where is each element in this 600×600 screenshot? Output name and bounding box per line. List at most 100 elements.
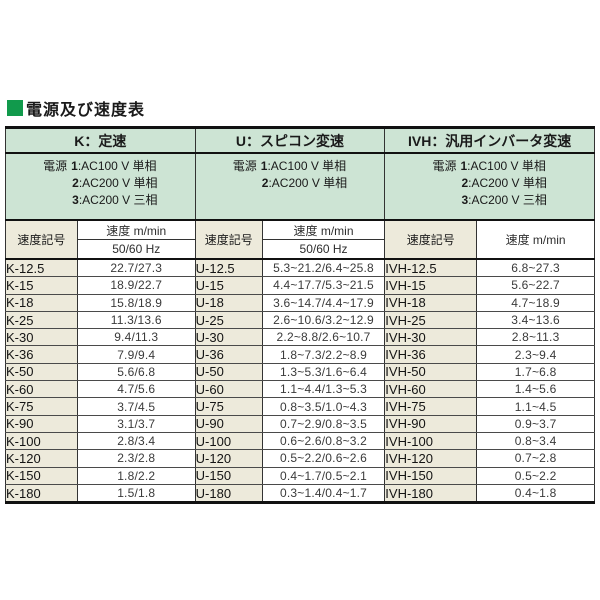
freq-header-k: 50/60 Hz [76,239,196,260]
speed-code-cell: K-25 [5,311,78,330]
speed-code-cell: IVH-50 [384,363,478,382]
speed-code-cell: U-180 [194,484,263,503]
speed-value-cell: 11.3/13.6 [76,311,196,330]
speed-code-cell: U-100 [194,432,263,451]
speed-value-cell: 2.8/3.4 [76,432,196,451]
speed-value-cell: 15.8/18.9 [76,294,196,312]
speed-value-cell: 7.9/9.4 [76,345,196,364]
table-row: K-120 2.3/2.8 U-120 0.5~2.2/0.6~2.6 IVH-120 0… [5,449,595,468]
speed-column-header-u: 速度 m/min [261,220,386,240]
section-code-ivh: IVH [407,132,432,149]
power-cell-k: 電源 1:AC100 V 単相 2:AC200 V 単相 3:AC200 V 三相 [5,153,196,221]
speed-value-cell: 6.8~27.3 [476,259,595,278]
table-row: K-150 1.8/2.2 U-150 0.4~1.7/0.5~2.1 IVH-150 0… [5,467,595,485]
speed-value-cell: 0.9~3.7 [476,415,595,433]
speed-code-cell: IVH-18 [384,294,478,312]
table-row: K-36 7.9/9.4 U-36 1.8~7.3/2.2~8.9 IVH-36 2.3~… [5,345,595,364]
speed-code-cell: IVH-180 [384,484,478,503]
table-row: K-100 2.8/3.4 U-100 0.6~2.6/0.8~3.2 IVH-100 0… [5,432,595,451]
speed-code-cell: K-180 [5,484,78,503]
table-row: K-18 15.8/18.9 U-18 3.6~14.7/4.4~17.9 IVH-18… [5,294,595,312]
page-title-text: 電源及び速度表 [26,102,146,119]
speed-value-cell: 1.3~5.3/1.6~6.4 [261,363,386,382]
power-options-ivh: 電源 1:AC100 V 単相 2:AC200 V 単相 3:AC200 V 三相 [432,159,547,207]
speed-value-cell: 3.6~14.7/4.4~17.9 [261,294,386,312]
speed-column-header-k: 速度 m/min [76,220,196,240]
speed-value-cell: 5.3~21.2/6.4~25.8 [261,259,386,278]
code-column-header-k: 速度記号 [5,220,78,260]
power-cell-u: 電源 1:AC100 V 単相 2:AC200 V 単相 [194,153,386,221]
speed-code-cell: K-36 [5,345,78,364]
speed-code-cell: U-36 [194,345,263,364]
section-title-k: K：定速 [5,127,196,154]
speed-value-cell: 2.3/2.8 [76,449,196,468]
power-label: 電源 [232,159,257,173]
speed-value-cell: 9.4/11.3 [76,328,196,347]
speed-code-cell: U-30 [194,328,263,347]
speed-code-cell: IVH-90 [384,415,478,433]
freq-header-u: 50/60 Hz [261,239,386,260]
table-row: K-50 5.6/6.8 U-50 1.3~5.3/1.6~6.4 IVH-50 1.7~… [5,363,595,382]
speed-value-cell: 1.8~7.3/2.2~8.9 [261,345,386,364]
speed-value-cell: 2.3~9.4 [476,345,595,364]
speed-value-cell: 5.6~22.7 [476,276,595,295]
code-column-header-ivh: 速度記号 [384,220,478,260]
table-row: K-25 11.3/13.6 U-25 2.6~10.6/3.2~12.9 IVH-25… [5,311,595,330]
speed-code-cell: IVH-15 [384,276,478,295]
speed-value-cell: 3.4~13.6 [476,311,595,330]
table-row: K-15 18.9/22.7 U-15 4.4~17.7/5.3~21.5 IVH-15… [5,276,595,295]
speed-value-cell: 1.4~5.6 [476,380,595,399]
speed-code-cell: IVH-75 [384,397,478,416]
speed-code-cell: K-30 [5,328,78,347]
speed-code-cell: K-100 [5,432,78,451]
speed-code-cell: U-90 [194,415,263,433]
speed-code-cell: U-75 [194,397,263,416]
section-label-ivh: ：汎用インバータ変速 [431,132,572,149]
speed-value-cell: 2.8~11.3 [476,328,595,347]
speed-value-cell: 0.5~2.2/0.6~2.6 [261,449,386,468]
speed-value-cell: 1.1~4.5 [476,397,595,416]
code-column-header-u: 速度記号 [194,220,263,260]
table-row: K-90 3.1/3.7 U-90 0.7~2.9/0.8~3.5 IVH-90 0.9~… [5,415,595,433]
speed-value-cell: 2.6~10.6/3.2~12.9 [261,311,386,330]
speed-value-cell: 3.7/4.5 [76,397,196,416]
speed-code-cell: K-75 [5,397,78,416]
power-cell-ivh: 電源 1:AC100 V 単相 2:AC200 V 単相 3:AC200 V 三相 [384,153,595,221]
speed-code-cell: U-60 [194,380,263,399]
section-title-row: K：定速 U：スピコン変速 IVH：汎用インバータ変速 [5,127,595,154]
speed-table-body: K-12.5 22.7/27.3 U-12.5 5.3~21.2/6.4~25.8 IV… [5,259,595,503]
speed-code-cell: U-12.5 [194,259,263,278]
speed-value-cell: 4.7/5.6 [76,380,196,399]
section-title-u: U：スピコン変速 [194,127,386,154]
power-label: 電源 [43,159,68,173]
speed-code-cell: IVH-150 [384,467,478,485]
speed-value-cell: 1.5/1.8 [76,484,196,503]
speed-value-cell: 22.7/27.3 [76,259,196,278]
speed-code-cell: IVH-12.5 [384,259,478,278]
speed-value-cell: 0.6~2.6/0.8~3.2 [261,432,386,451]
speed-value-cell: 0.8~3.5/1.0~4.3 [261,397,386,416]
speed-value-cell: 0.5~2.2 [476,467,595,485]
speed-code-cell: U-50 [194,363,263,382]
speed-code-cell: IVH-120 [384,449,478,468]
section-title-ivh: IVH：汎用インバータ変速 [384,127,595,154]
speed-value-cell: 0.7~2.8 [476,449,595,468]
speed-code-cell: K-50 [5,363,78,382]
speed-code-cell: K-150 [5,467,78,485]
speed-code-cell: U-150 [194,467,263,485]
speed-value-cell: 0.8~3.4 [476,432,595,451]
speed-code-cell: K-90 [5,415,78,433]
section-label-u: ：スピコン変速 [246,132,345,149]
speed-code-cell: U-120 [194,449,263,468]
speed-column-header-ivh: 速度 m/min [476,220,595,260]
speed-code-cell: U-15 [194,276,263,295]
speed-code-cell: U-18 [194,294,263,312]
table-row: K-30 9.4/11.3 U-30 2.2~8.8/2.6~10.7 IVH-30 2.… [5,328,595,347]
speed-value-cell: 1.1~4.4/1.3~5.3 [261,380,386,399]
power-label: 電源 [432,159,457,173]
speed-value-cell: 0.7~2.9/0.8~3.5 [261,415,386,433]
speed-code-cell: U-25 [194,311,263,330]
speed-value-cell: 0.4~1.7/0.5~2.1 [261,467,386,485]
speed-code-cell: K-18 [5,294,78,312]
speed-code-cell: IVH-30 [384,328,478,347]
